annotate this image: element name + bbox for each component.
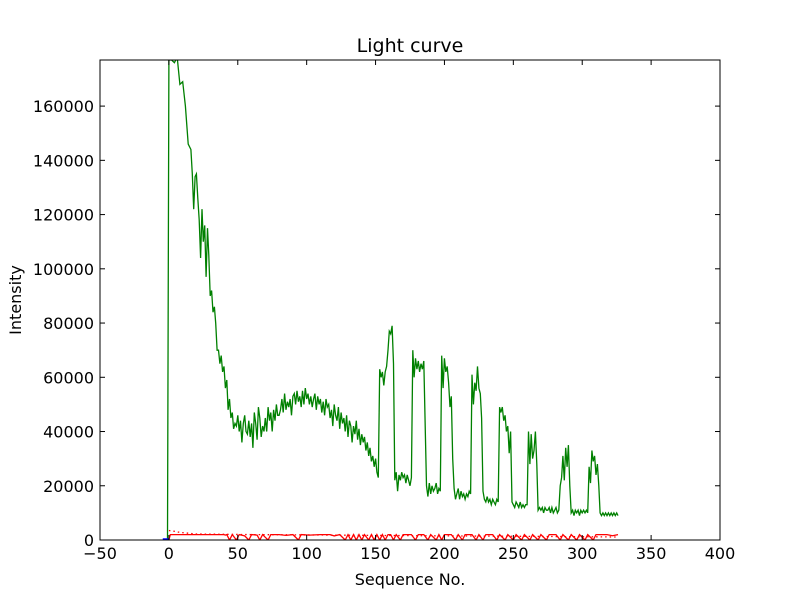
y-tick-label: 120000 <box>33 206 94 225</box>
plot-area: −50 0 50 100 150 200 250 300 350 400 020000400006… <box>33 59 735 563</box>
y-tick-label: 40000 <box>43 423 94 442</box>
x-tick-label: 50 <box>228 544 248 563</box>
series-line-1 <box>166 60 619 540</box>
y-tick-label: 60000 <box>43 368 94 387</box>
x-tick-label: 300 <box>567 544 598 563</box>
y-tick-label: 100000 <box>33 260 94 279</box>
y-tick-label: 160000 <box>33 97 94 116</box>
x-axis-label: Sequence No. <box>355 570 466 589</box>
series-line-2 <box>167 533 619 540</box>
y-tick-label: 80000 <box>43 314 94 333</box>
x-tick-label: 100 <box>291 544 322 563</box>
x-tick-label: 400 <box>705 544 736 563</box>
y-tick-label: 20000 <box>43 477 94 496</box>
chart-title: Light curve <box>357 35 464 57</box>
plot-frame <box>99 59 721 541</box>
y-tick-label: 0 <box>84 531 94 550</box>
y-axis-label: Intensity <box>6 265 25 335</box>
series-layer <box>162 60 619 540</box>
y-axis-ticks: 0 20000 40000 60000 80000 100000 120000 140000 1… <box>33 97 720 550</box>
y-tick-label: 140000 <box>33 151 94 170</box>
x-axis-ticks: −50 0 50 100 150 200 250 300 350 400 <box>83 60 735 563</box>
x-tick-label: −50 <box>83 544 117 563</box>
series-line-3 <box>168 529 619 538</box>
x-tick-label: 350 <box>636 544 667 563</box>
x-tick-label: 200 <box>429 544 460 563</box>
x-tick-label: 150 <box>360 544 391 563</box>
x-tick-label: 250 <box>498 544 529 563</box>
x-tick-label: 0 <box>164 544 174 563</box>
